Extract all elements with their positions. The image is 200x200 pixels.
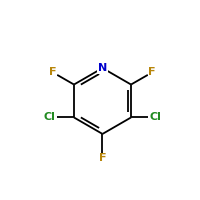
Text: Cl: Cl <box>149 112 161 122</box>
Text: Cl: Cl <box>44 112 56 122</box>
Text: F: F <box>148 67 156 77</box>
Text: N: N <box>98 63 107 73</box>
Text: F: F <box>99 153 106 163</box>
Text: F: F <box>49 67 57 77</box>
